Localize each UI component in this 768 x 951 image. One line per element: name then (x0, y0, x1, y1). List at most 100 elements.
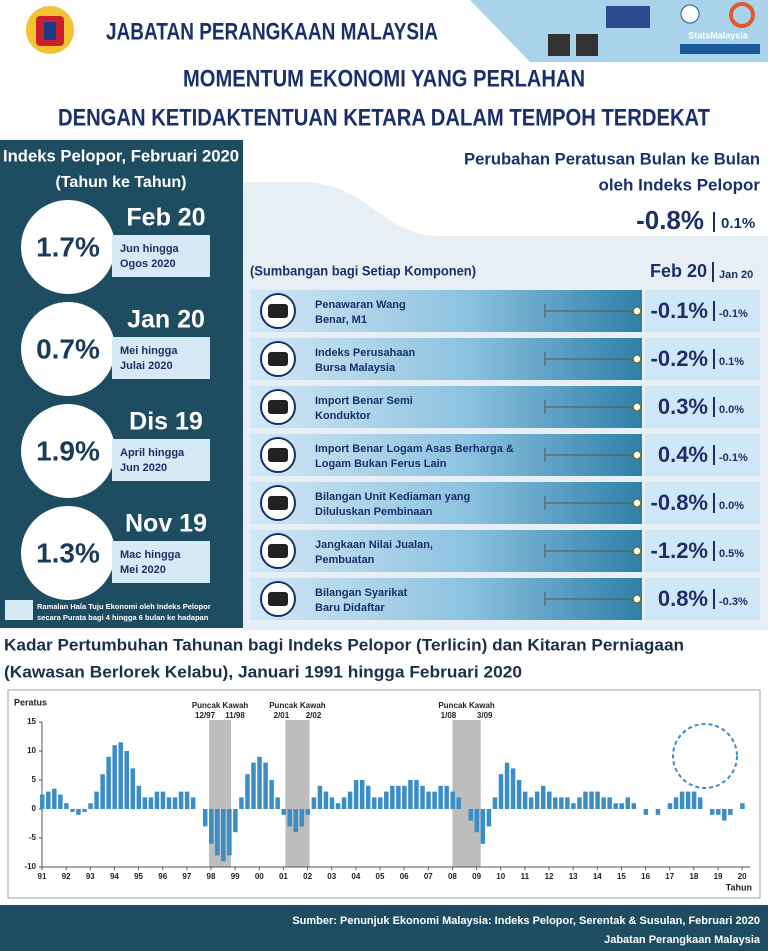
row-dot (632, 498, 642, 508)
bar (160, 791, 166, 809)
component-name: Bilangan Syarikat (315, 587, 408, 599)
month: Nov 19 (125, 510, 207, 538)
current-value: -0.2% (651, 346, 708, 371)
x-tick-label: 03 (327, 872, 336, 881)
bar (450, 791, 455, 809)
x-tick-label: 04 (351, 872, 360, 881)
source: Jabatan Perangkaan Malaysia (604, 934, 761, 946)
current-value: 0.4% (658, 442, 708, 467)
y-tick-label: -5 (29, 833, 37, 842)
bar (655, 809, 661, 815)
x-tick-label: 98 (207, 872, 216, 881)
bar (716, 809, 721, 815)
qr (548, 34, 570, 56)
bar (227, 809, 232, 856)
current-value: -0.1% (651, 298, 708, 323)
previous-value: 0.0% (719, 404, 744, 416)
component-name: Bilangan Unit Kediaman yang (315, 491, 470, 503)
bar (275, 797, 280, 809)
x-tick-label: 16 (641, 872, 650, 881)
bar (269, 780, 274, 809)
x-tick-label: 13 (569, 872, 578, 881)
panel-title: Indeks Pelopor, Februari 2020 (3, 146, 239, 165)
mom-current: -0.8% (636, 205, 704, 235)
bar (46, 791, 51, 809)
bar (486, 809, 492, 827)
crest-shape (44, 22, 56, 40)
bar (595, 791, 600, 809)
bar (408, 780, 413, 809)
bar (625, 797, 630, 809)
recession-date: 12/97 (195, 711, 216, 720)
previous-value: -0.1% (719, 452, 748, 464)
bar (257, 756, 262, 809)
bar (323, 791, 329, 809)
bar (631, 803, 637, 809)
bar (245, 774, 250, 809)
previous-value: -0.3% (719, 596, 748, 608)
bar (480, 809, 486, 844)
bar (673, 797, 679, 809)
recession-label: Puncak Kawah (438, 701, 495, 710)
bar (371, 797, 377, 809)
recession-date: 1/08 (441, 711, 457, 720)
row-icon-shape (268, 544, 288, 558)
bar (577, 797, 582, 809)
bar (643, 809, 649, 815)
qr (576, 34, 598, 56)
bar (58, 794, 63, 809)
component-name: Logam Bukan Ferus Lain (315, 458, 447, 470)
x-tick-label: 12 (545, 872, 554, 881)
month: Dis 19 (129, 408, 203, 436)
bar (740, 803, 745, 809)
previous-value: 0.0% (719, 500, 744, 512)
bar (293, 809, 299, 833)
bar (504, 762, 510, 809)
component-name: Diluluskan Pembinaan (315, 506, 433, 518)
legend-text: secara Purata bagi 4 hingga 6 bulan ke h… (37, 613, 209, 622)
components-title: (Sumbangan bagi Setiap Komponen) (250, 263, 476, 279)
component-name: Jangkaan Nilai Jualan, (315, 539, 433, 551)
bar (341, 797, 347, 809)
forecast: Mac hingga (120, 549, 181, 561)
component-name: Penawaran Wang (315, 299, 406, 311)
bar (281, 809, 286, 815)
row-icon-shape (268, 400, 288, 414)
source: Sumber: Penunjuk Ekonomi Malaysia: Indek… (292, 915, 760, 927)
x-tick-label: 11 (521, 872, 530, 881)
recession-date: 11/98 (225, 711, 245, 720)
component-name: Import Benar Logam Asas Berharga & (315, 443, 514, 455)
bar (420, 785, 425, 809)
bar (64, 803, 69, 809)
bar (402, 785, 407, 809)
x-tick-label: 96 (158, 872, 167, 881)
logo (729, 2, 755, 28)
component-name: Indeks Perusahaan (315, 347, 416, 359)
row-icon-shape (268, 496, 288, 510)
bar (468, 809, 474, 821)
bar (522, 791, 528, 809)
bar (94, 791, 99, 809)
bar (378, 797, 383, 809)
bar (88, 803, 93, 809)
bar (547, 791, 552, 809)
forecast: Mei 2020 (120, 564, 166, 576)
bar (492, 797, 498, 809)
forecast-box (112, 439, 210, 481)
component-name: Import Benar Semi (315, 395, 413, 407)
title-line: DENGAN KETIDAKTENTUAN KETARA DALAM TEMPO… (58, 104, 710, 131)
forecast-box (112, 337, 210, 379)
mom-title: Perubahan Peratusan Bulan ke Bulan (464, 149, 760, 168)
x-tick-label: 09 (472, 872, 481, 881)
row-icon-shape (268, 592, 288, 606)
component-name: Baru Didaftar (315, 602, 385, 614)
bar (528, 797, 534, 809)
legend-text: Ramalan Hala Tuju Ekonomi oleh Indeks Pe… (37, 602, 211, 611)
bar (154, 791, 160, 809)
current-value: 0.8% (658, 586, 708, 611)
forecast: Ogos 2020 (120, 258, 176, 270)
x-tick-label: 94 (110, 872, 119, 881)
bar (118, 742, 123, 809)
bar (709, 809, 715, 815)
